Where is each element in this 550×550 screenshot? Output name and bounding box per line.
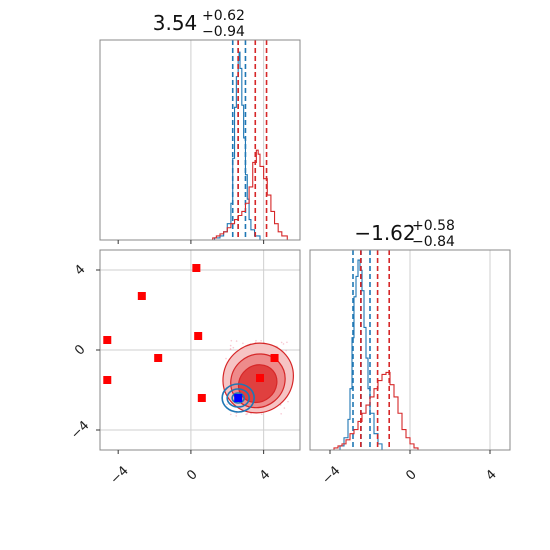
panel-title-upper-error: +0.62 [202,8,245,24]
sample-point [230,339,233,342]
red-square-marker [197,394,206,402]
sample-point [242,342,244,345]
x-tick-label: 0 [184,467,200,483]
histogram-series-line [209,149,292,241]
x-tick-label: 4 [483,467,499,483]
sample-point [285,349,287,352]
sample-point [280,412,282,415]
y-tick-label: 4 [72,262,88,278]
sample-point [287,400,289,403]
marginal-histogram-top: 3.54 +0.62−0.94 [99,8,301,244]
red-square-marker [137,292,146,300]
sample-point [282,343,285,345]
marginal-histogram-right: −1.62+0.58−0.84 −4 0 4 [309,218,511,488]
blue-density-contour [231,392,245,404]
blue-square-marker [234,394,243,402]
panel-title-lower-error: −0.84 [412,234,455,250]
sample-point [235,340,238,342]
panel-title-lower-error: −0.94 [202,24,245,40]
red-square-marker [103,376,112,384]
y-tick-label: 0 [72,342,88,358]
sample-point [260,413,263,415]
sample-point [229,344,232,347]
x-tick-label: −4 [319,463,343,487]
sample-point [283,407,286,409]
sample-point [255,339,257,342]
sample-point [286,341,288,344]
histogram-series-line [334,259,386,451]
x-tick-label: 4 [257,467,273,483]
red-square-marker [154,354,163,362]
red-square-marker [270,354,279,362]
sample-point [246,413,248,415]
sample-point [225,357,227,360]
x-tick-label: 0 [403,467,419,483]
red-square-marker [103,336,112,344]
sample-point [280,341,283,344]
histogram-series-line [330,371,422,451]
red-square-marker [256,374,264,382]
top-panel-frame [99,39,301,241]
blue-density-contour [226,388,250,408]
panel-title-value: −1.62 [354,221,415,245]
sample-point [260,339,262,342]
red-square-marker [194,332,203,340]
sample-point [226,403,228,406]
x-tick-label: −4 [108,463,132,487]
sample-point [230,413,232,416]
sample-point [235,415,238,417]
joint-scatter-panel: −4 0 4 −4 0 4 [68,249,301,488]
panel-title-value: 3.54 [153,11,198,35]
sample-point [250,412,252,415]
blue-density-contour [221,383,255,413]
y-tick-label: −4 [68,418,92,442]
red-square-marker [192,264,201,272]
panel-title-upper-error: +0.58 [412,218,455,234]
sample-point [229,348,232,350]
sample-point [232,346,235,349]
